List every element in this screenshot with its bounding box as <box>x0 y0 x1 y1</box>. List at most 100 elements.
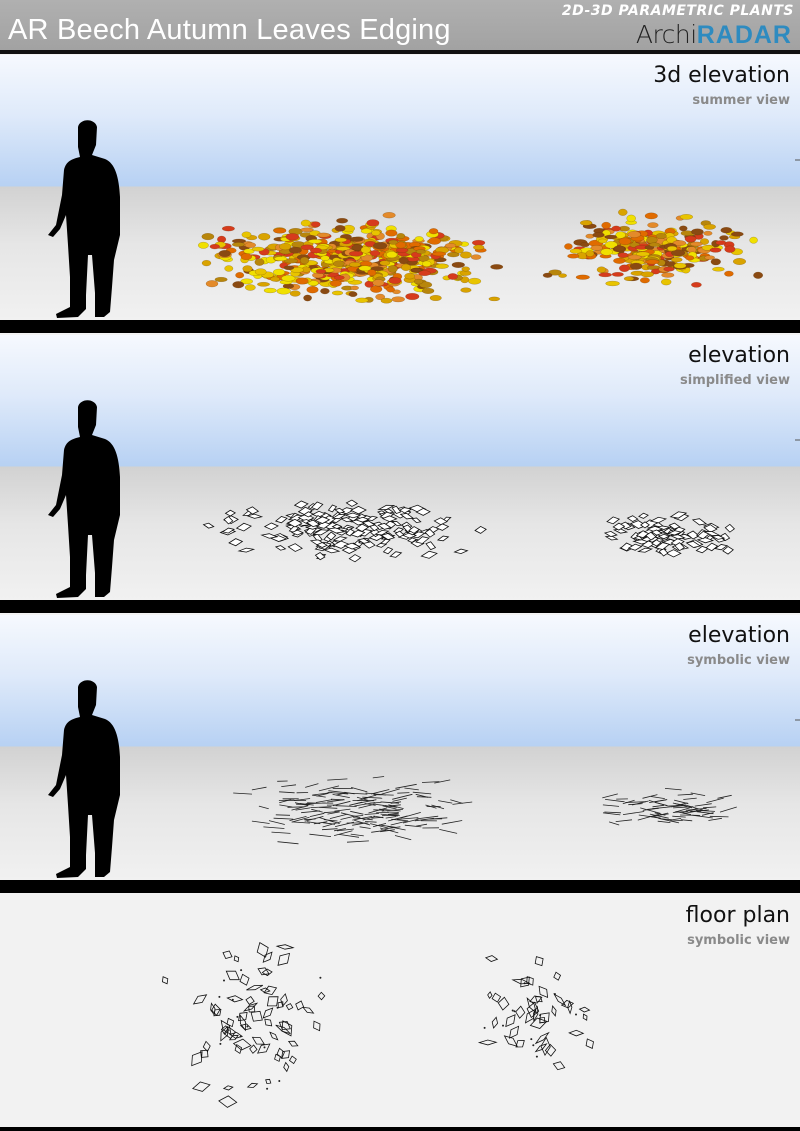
leaf-stroke <box>608 821 620 826</box>
leaf-outline <box>436 535 450 542</box>
leaf-stroke <box>431 804 445 810</box>
leaf <box>283 265 295 271</box>
leaf-plan <box>191 1081 211 1092</box>
leaf-stroke <box>628 803 643 806</box>
leaf-outline <box>332 536 348 542</box>
leaf-plan <box>551 1005 557 1017</box>
leaf <box>429 294 442 302</box>
leaf <box>197 241 209 249</box>
leaf <box>460 287 472 293</box>
leaf <box>712 266 725 272</box>
leaf <box>205 280 219 288</box>
leaf-outline <box>380 533 396 541</box>
leaf <box>672 240 687 247</box>
leaf-plan <box>497 996 510 1011</box>
leaf <box>613 257 626 264</box>
leaf <box>567 253 580 259</box>
leaf <box>590 245 603 251</box>
leaf <box>273 228 287 234</box>
leaf-stroke <box>233 792 253 795</box>
leaf-stroke <box>315 799 333 803</box>
leaf-outline <box>377 522 392 530</box>
leaf-outline <box>415 536 430 544</box>
leaf-stroke <box>650 796 665 799</box>
leaf <box>274 256 288 262</box>
leaf-stroke <box>279 799 292 804</box>
leaf <box>655 233 667 239</box>
leaf <box>388 277 402 285</box>
leaf-plan <box>313 1020 321 1032</box>
leaf-outline <box>343 542 361 550</box>
leaf-dot <box>539 1014 542 1017</box>
leaf-outline <box>724 523 735 533</box>
leaf <box>400 263 412 272</box>
leaf-outline <box>297 506 313 516</box>
leaf-outline <box>391 520 403 526</box>
leaf-stroke <box>652 804 665 808</box>
leaf <box>473 244 485 251</box>
leaf-plan <box>484 955 499 962</box>
leaf-stroke <box>289 816 307 821</box>
leaf-stroke <box>674 799 689 805</box>
leaf-outline <box>399 512 414 520</box>
leaf-stroke <box>390 801 402 804</box>
leaf <box>580 242 590 248</box>
leaf-outline <box>334 507 346 514</box>
leaf-stroke <box>622 811 645 815</box>
panel-subtitle: symbolic view <box>687 933 790 948</box>
leaf-plan <box>246 984 264 991</box>
panel-subtitle: symbolic view <box>687 653 790 668</box>
leaf <box>703 223 716 230</box>
leaf <box>396 233 406 239</box>
leaf <box>627 230 641 238</box>
leaf-stroke <box>279 791 295 794</box>
leaf-outline <box>645 531 657 541</box>
leaf-plan <box>529 995 543 1004</box>
leaf-plan <box>228 1034 239 1041</box>
leaf <box>673 262 687 269</box>
leaf-stroke <box>702 806 717 809</box>
leaf-stroke <box>312 792 333 796</box>
leaf <box>379 260 391 266</box>
leaf-outline <box>331 524 343 530</box>
leaf <box>749 236 758 244</box>
leaf <box>371 229 381 236</box>
leaf-stroke <box>301 810 321 814</box>
leaves-render <box>161 941 594 1108</box>
leaf <box>627 254 642 260</box>
leaf-plan <box>508 1025 520 1039</box>
leaf-stroke <box>340 812 361 818</box>
leaf-stroke <box>690 792 706 796</box>
leaf-stroke <box>271 831 291 834</box>
leaf <box>334 224 346 232</box>
leaf-stroke <box>692 814 713 819</box>
leaf <box>369 249 381 257</box>
leaf-outline <box>669 511 688 519</box>
leaf-plan <box>491 992 502 1003</box>
leaf-outline <box>640 521 650 529</box>
leaf-plan <box>261 968 273 977</box>
leaf <box>375 293 386 301</box>
leaf-dot <box>532 1044 535 1047</box>
leaf-stroke <box>287 806 305 808</box>
leaf-dot <box>231 998 234 1001</box>
leaf-plan <box>218 1095 238 1108</box>
leaf <box>419 281 433 289</box>
leaf-dot <box>511 1009 514 1012</box>
leaf-dot <box>276 1006 279 1009</box>
leaf-stroke <box>708 817 722 821</box>
leaf <box>647 222 659 228</box>
leaf <box>461 266 470 272</box>
leaf-stroke <box>602 812 621 816</box>
leaf-stroke <box>329 820 340 824</box>
leaf-stroke <box>309 833 332 837</box>
leaf <box>315 268 327 274</box>
leaf-plan <box>568 1029 585 1037</box>
leaf <box>585 250 595 257</box>
leaf-plan <box>503 1035 518 1047</box>
leaf <box>360 246 371 254</box>
leaf-outline <box>274 516 288 524</box>
leaf <box>618 264 630 273</box>
leaf-outline <box>314 516 331 524</box>
leaf <box>690 241 703 247</box>
